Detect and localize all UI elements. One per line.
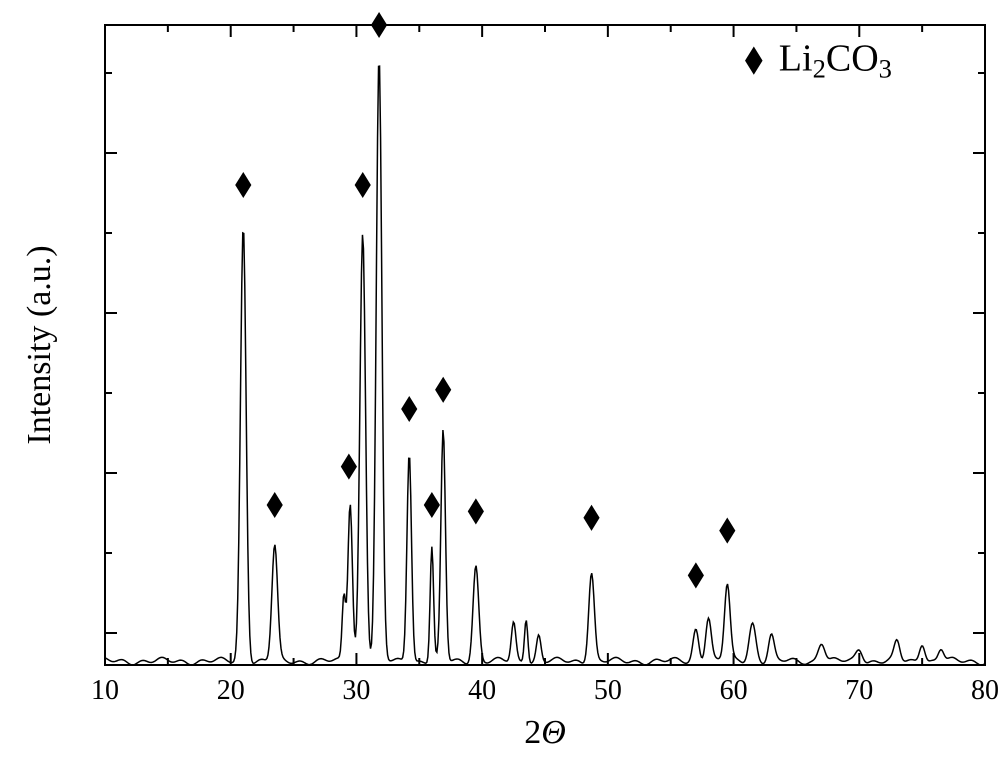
xtick-label: 50 xyxy=(594,675,622,706)
xtick-label: 10 xyxy=(91,675,119,706)
xtick-label: 30 xyxy=(342,675,370,706)
chart-bg xyxy=(0,0,1000,765)
chart-svg: 10 20 30 40 50 60 70 80 2Θ Intensity (a.u.) Li2CO3 xyxy=(0,0,1000,765)
xtick-label: 60 xyxy=(720,675,748,706)
xrd-chart: 10 20 30 40 50 60 70 80 2Θ Intensity (a.u.) Li2CO3 xyxy=(0,0,1000,765)
xtick-label: 70 xyxy=(845,675,873,706)
xtick-label: 20 xyxy=(217,675,245,706)
xtick-label: 80 xyxy=(971,675,999,706)
y-axis-label: Intensity (a.u.) xyxy=(21,245,58,444)
xtick-label: 40 xyxy=(468,675,496,706)
legend-label: Li2CO3 xyxy=(779,38,892,84)
x-axis-label: 2Θ xyxy=(524,714,566,751)
